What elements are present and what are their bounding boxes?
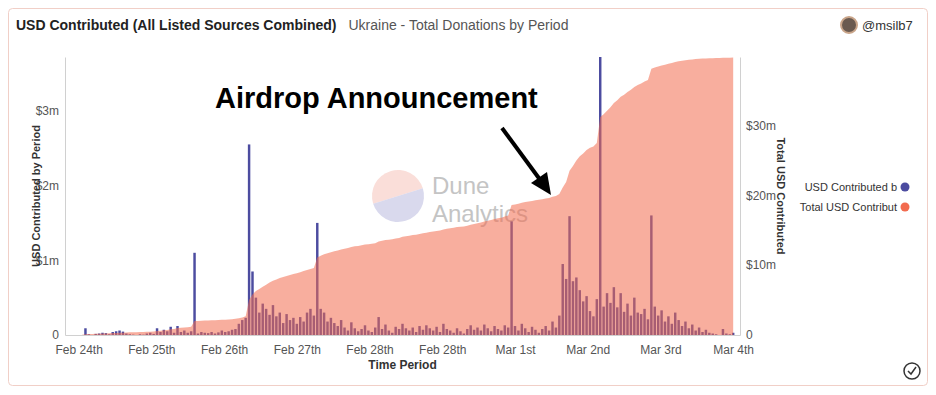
area (82, 58, 733, 335)
legend-swatch (901, 183, 910, 192)
x-axis-tick-label: Feb 28th (346, 343, 393, 357)
bar (84, 328, 86, 335)
y2-axis-tick: $10m (740, 258, 776, 272)
annotation-arrow (502, 128, 541, 181)
y2-axis-tick: 0 (740, 328, 753, 342)
x-axis-tick-label: Feb 28th (419, 343, 466, 357)
watermark-text: Dune (432, 172, 489, 199)
x-axis-tick: Mar 1st (495, 335, 536, 357)
y-axis-tick: $3m (36, 104, 65, 118)
x-axis-tick-label: Mar 2nd (566, 343, 610, 357)
y2-axis-tick: $20m (740, 189, 776, 203)
x-axis-tick-label: Feb 27th (274, 343, 321, 357)
y-axis-line (65, 58, 66, 336)
x-axis-tick: Feb 28th (419, 335, 466, 357)
y2-axis-tick-label: $20m (746, 189, 776, 203)
x-axis-tick-label: Feb 24th (55, 343, 102, 357)
chart-container: USD Contributed (All Listed Sources Comb… (0, 0, 936, 395)
y2-axis-tick-label: 0 (746, 328, 753, 342)
x-axis-line (66, 335, 741, 336)
chart-svg: USD Contributed (All Listed Sources Comb… (0, 0, 936, 395)
annotation-arrowhead (531, 172, 551, 195)
x-axis-tick-label: Feb 25th (128, 343, 175, 357)
x-axis-tick: Feb 27th (274, 335, 321, 357)
y2-axis-tick-label: $30m (746, 119, 776, 133)
y2-axis: 0 $10m $20m $30m (740, 58, 776, 343)
legend-label: USD Contributed b (805, 181, 897, 193)
legend-swatch (901, 203, 910, 212)
card-frame (9, 9, 928, 386)
x-axis: Feb 24th Feb 25th Feb 26th Feb 27th Feb 28th… (55, 335, 754, 357)
subtitle: Ukraine - Total Donations by Period (348, 17, 568, 33)
avatar (841, 17, 857, 33)
annotation: Airdrop Announcement (215, 82, 538, 114)
legend-label: Total USD Contribut (800, 201, 897, 213)
y2-axis-tick-label: $10m (746, 258, 776, 272)
y-axis-tick-label: 0 (52, 328, 59, 342)
x-axis-tick: Feb 25th (128, 335, 175, 357)
y2-axis-title: Total USD Contributed (775, 137, 787, 254)
check-icon (904, 363, 920, 379)
y-axis-tick: 0 (52, 328, 65, 342)
y2-axis-line (740, 58, 741, 336)
plot-marks (82, 57, 734, 335)
author: @msilb7 (862, 18, 913, 33)
x-axis-tick: Mar 3rd (640, 335, 681, 357)
x-axis-tick: Feb 24th (55, 335, 102, 357)
title: USD Contributed (All Listed Sources Comb… (16, 17, 336, 33)
watermark-logo-bottom (373, 188, 424, 222)
x-axis-tick-label: Mar 3rd (640, 343, 681, 357)
y-axis-tick-label: $3m (36, 104, 59, 118)
check-icon-mark (908, 367, 916, 374)
x-axis-tick-label: Mar 4th (713, 343, 754, 357)
legend: USD Contributed b Total USD Contribut (800, 181, 910, 213)
y-axis-title: USD Contributed by Period (30, 125, 42, 267)
x-axis-tick: Feb 28th (346, 335, 393, 357)
x-axis-tick: Feb 26th (201, 335, 248, 357)
x-axis-tick: Mar 2nd (566, 335, 610, 357)
y2-axis-tick: $30m (740, 119, 776, 133)
x-axis-tick-label: Mar 1st (495, 343, 536, 357)
x-axis-tick-label: Feb 26th (201, 343, 248, 357)
check-icon-circle (904, 363, 920, 379)
x-axis-title: Time Period (368, 358, 436, 372)
